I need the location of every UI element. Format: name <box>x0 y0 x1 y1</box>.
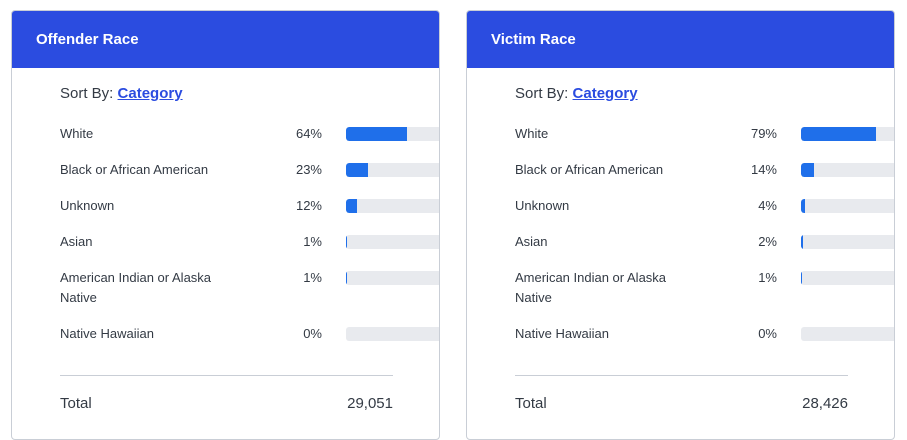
race-percent: 23% <box>295 162 322 177</box>
bar-track <box>346 235 439 249</box>
bar-track <box>346 327 439 341</box>
bar-fill <box>346 127 407 141</box>
race-label: American Indian or Alaska Native <box>60 270 212 305</box>
race-percent: 1% <box>303 270 322 285</box>
race-percent: 0% <box>758 326 777 341</box>
race-label: Unknown <box>60 198 115 213</box>
divider <box>60 375 393 376</box>
sort-control: Sort By: Category <box>515 85 638 102</box>
race-percent: 4% <box>758 198 777 213</box>
race-label: White <box>60 126 94 141</box>
race-percent: 2% <box>758 234 777 249</box>
race-percent: 1% <box>758 270 777 285</box>
bar-fill <box>801 127 877 141</box>
card-title: Victim Race <box>467 11 894 68</box>
bar-track <box>801 127 894 141</box>
total-value: 29,051 <box>347 395 393 412</box>
race-label: Native Hawaiian <box>60 326 154 341</box>
bar-fill <box>346 199 358 213</box>
race-label: Asian <box>60 234 93 249</box>
race-percent: 14% <box>750 162 777 177</box>
sort-label: Sort By: <box>515 85 569 102</box>
race-label: Unknown <box>515 198 570 213</box>
bar-fill <box>801 199 805 213</box>
race-label: Asian <box>515 234 548 249</box>
sort-label: Sort By: <box>60 85 114 102</box>
victim-race-card: Victim Race Sort By: Category White 79% … <box>466 10 895 440</box>
race-label: American Indian or Alaska Native <box>515 270 667 305</box>
race-percent: 79% <box>750 126 777 141</box>
race-label: White <box>515 126 549 141</box>
sort-control: Sort By: Category <box>60 85 183 102</box>
sort-category-link[interactable]: Category <box>117 85 183 102</box>
bar-fill <box>346 235 347 249</box>
card-title: Offender Race <box>12 11 439 68</box>
bar-fill <box>346 163 368 177</box>
bar-fill <box>801 271 802 285</box>
total-label: Total <box>515 395 547 412</box>
race-percent: 1% <box>303 234 322 249</box>
bar-track <box>801 271 894 285</box>
bar-track <box>801 327 894 341</box>
bar-track <box>346 199 439 213</box>
bar-track <box>346 271 439 285</box>
bar-track <box>801 199 894 213</box>
total-value: 28,426 <box>802 395 848 412</box>
offender-race-card: Offender Race Sort By: Category White 64… <box>11 10 440 440</box>
bar-fill <box>801 163 815 177</box>
bar-fill <box>346 271 347 285</box>
sort-category-link[interactable]: Category <box>572 85 638 102</box>
race-label: Black or African American <box>60 162 209 177</box>
race-percent: 64% <box>295 126 322 141</box>
race-percent: 12% <box>295 198 322 213</box>
bar-track <box>346 127 439 141</box>
bar-track <box>346 163 439 177</box>
race-label: Black or African American <box>515 162 664 177</box>
race-percent: 0% <box>303 326 322 341</box>
bar-track <box>801 235 894 249</box>
race-label: Native Hawaiian <box>515 326 609 341</box>
divider <box>515 375 848 376</box>
bar-fill <box>801 235 803 249</box>
bar-track <box>801 163 894 177</box>
total-label: Total <box>60 395 92 412</box>
